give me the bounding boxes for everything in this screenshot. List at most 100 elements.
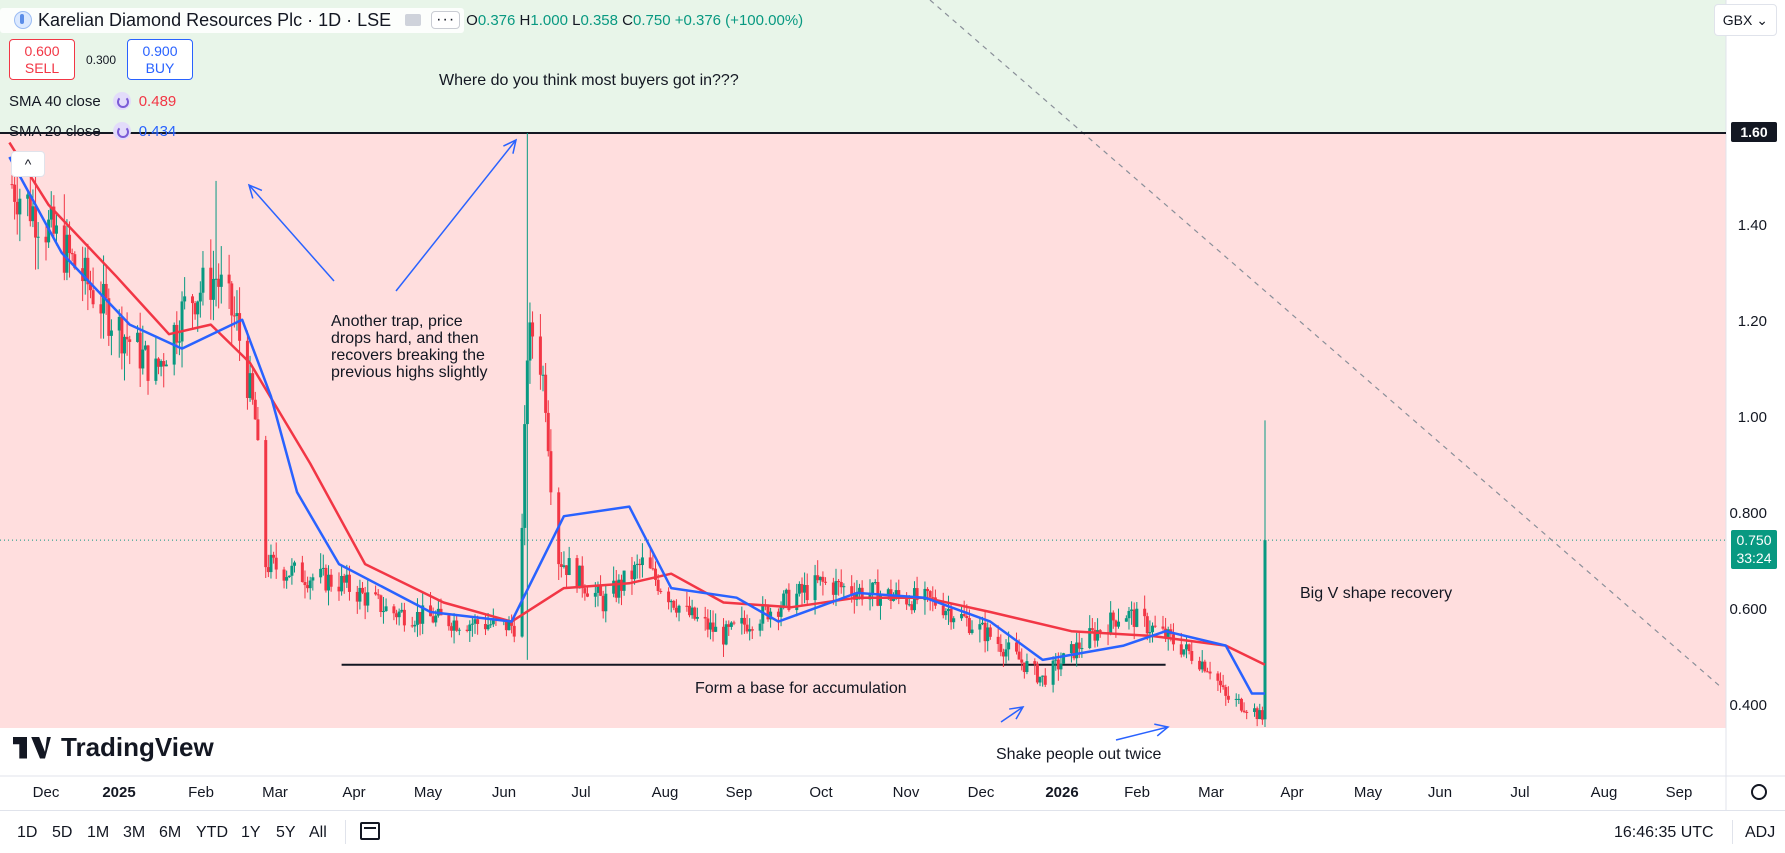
time-tick: Jul [571,784,591,801]
candle-body [1017,651,1021,660]
candle-body [347,574,351,592]
sma40-label: SMA 40 close [9,92,101,110]
candle-body [141,349,145,369]
time-tick: Jul [1510,784,1530,801]
candle-body [944,610,948,616]
candle-body [154,358,158,381]
candle-body [651,568,655,570]
candle-body [782,593,786,608]
candle-body [1059,663,1063,670]
range-3m-button[interactable]: 3M [123,824,146,841]
candle-body [541,374,545,376]
branding-text: TradingView [61,732,214,762]
candle-body [729,622,733,627]
buy-price: 0.900 [142,43,178,59]
candle-body [546,412,550,452]
candle-body [290,565,294,576]
candle-body [1001,651,1005,657]
candle-body [599,586,603,596]
candle-body [1041,675,1045,677]
candle-body [1007,642,1011,650]
range-6m-button[interactable]: 6M [159,824,182,841]
candle-body [28,194,32,222]
candle-body [837,581,841,583]
candle-body [544,374,548,413]
candle-body [708,622,712,630]
candle-body [1020,659,1024,663]
indicator-sma40[interactable]: SMA 40 close 0.489 [9,88,176,114]
utc-clock[interactable]: 16:46:35 UTC [1614,824,1714,841]
range-ytd-button[interactable]: YTD [196,824,228,841]
candle-body [15,201,19,215]
candle-body [593,592,597,597]
candle-body [923,588,927,601]
range-5d-button[interactable]: 5D [52,824,73,841]
candle-body [960,614,964,619]
candle-body [1054,659,1058,661]
candle-body [1239,698,1243,711]
range-all-button[interactable]: All [309,824,327,841]
candle-body [62,225,66,273]
candle-body [143,345,147,350]
candle-body [1182,649,1186,655]
candle-body [410,625,414,627]
refresh-icon[interactable] [112,122,131,140]
candle-body [779,607,783,617]
time-tick: Mar [1198,784,1224,801]
candle-body [107,298,111,336]
candle-body [1205,671,1209,673]
candle-body [183,296,187,302]
candle-body [510,620,514,626]
candle-body [1075,642,1079,659]
candle-body [138,332,142,369]
candle-body [1219,680,1223,686]
chart-canvas[interactable] [0,0,1785,810]
candle-body [520,527,524,637]
gear-icon[interactable] [1751,784,1767,800]
chevron-up-icon[interactable]: ^ [11,151,45,177]
currency-selector[interactable]: GBX ⌄ [1713,4,1777,36]
eye-icon[interactable] [405,14,422,26]
calendar-icon[interactable] [360,822,380,840]
range-1y-button[interactable]: 1Y [241,824,261,841]
candle-body [120,316,124,354]
buy-button[interactable]: 0.900 BUY [127,39,193,80]
candle-body [266,567,270,573]
adj-toggle[interactable]: ADJ [1745,824,1776,841]
annotation-shake: Shake people out twice [996,746,1162,763]
range-1m-button[interactable]: 1M [87,824,110,841]
candle-body [965,616,969,619]
symbol-legend[interactable]: Karelian Diamond Resources Plc · 1D · LS… [0,6,803,34]
more-icon[interactable]: ··· [431,11,461,29]
time-tick: Sep [725,784,753,801]
candle-body [470,623,474,625]
sell-button[interactable]: 0.600 SELL [9,39,75,80]
candle-body [117,316,121,331]
candle-body [1033,661,1037,665]
refresh-icon[interactable] [112,92,131,110]
range-5y-button[interactable]: 5Y [276,824,296,841]
candle-body [88,284,92,291]
price-tick: 0.400 [1729,697,1767,714]
candle-body [633,564,637,580]
candle-body [434,615,438,623]
candle-body [983,622,987,642]
symbol-title[interactable]: Karelian Diamond Resources Plc · 1D · LS… [38,9,392,30]
candle-body [805,585,809,601]
candle-body [65,234,69,273]
candle-body [421,605,425,624]
tradingview-logo[interactable]: TradingView [13,732,214,763]
candle-body [750,629,754,631]
candle-body [614,580,618,598]
range-1d-button[interactable]: 1D [17,824,38,841]
time-tick: Apr [1280,784,1304,801]
candle-body [528,322,532,361]
candle-body [52,206,56,234]
candle-body [967,618,971,634]
symbol-title-box[interactable]: Karelian Diamond Resources Plc · 1D · LS… [0,7,465,33]
candle-body [397,611,401,618]
candle-body [585,593,589,597]
candle-body [1109,612,1113,635]
indicator-sma20[interactable]: SMA 20 close 0.434 [9,118,176,144]
zone-lower [0,132,1726,728]
